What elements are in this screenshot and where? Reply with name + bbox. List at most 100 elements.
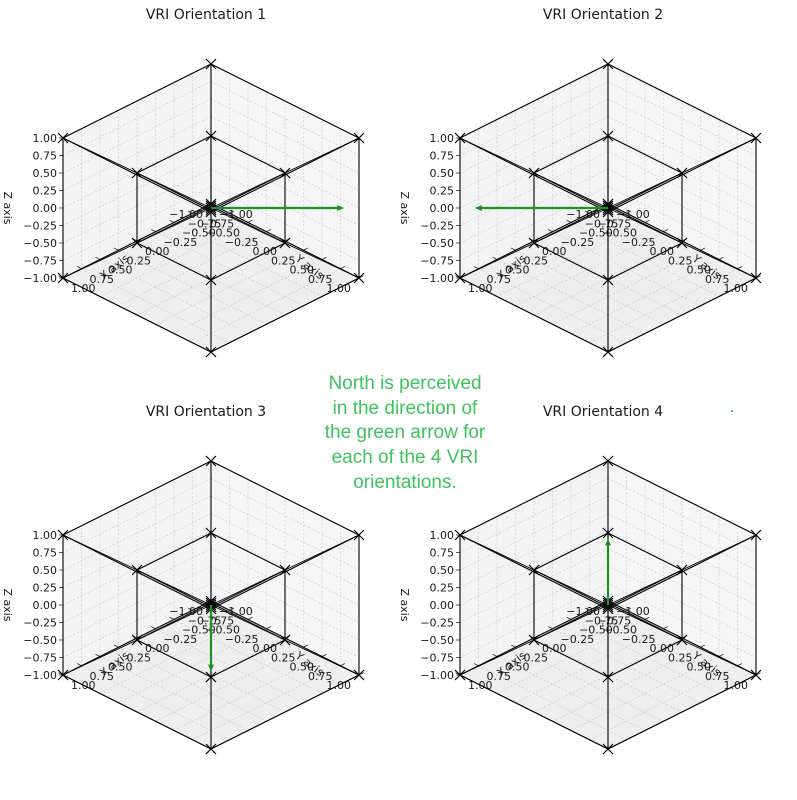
wireframe-edge (136, 532, 212, 571)
vertex-marker (528, 564, 540, 576)
x-tick-label: 0.75 (90, 670, 115, 683)
grid-line (533, 240, 683, 316)
grid-line (607, 81, 757, 156)
x-tick-mark (150, 626, 156, 630)
vertex-marker (57, 669, 69, 681)
grid-line (533, 637, 683, 713)
y-tick-mark (737, 663, 743, 667)
wireframe-edge (210, 674, 360, 750)
x-tick-mark (95, 653, 101, 657)
grid-line (459, 495, 609, 571)
grid-line (62, 98, 212, 174)
x-tick-mark (473, 663, 479, 667)
grid-line (99, 656, 249, 731)
grid-line (607, 495, 757, 571)
grid-line (173, 259, 323, 334)
panel-3: −1.00 −1.00−1.00−0.75−0.75−0.75−0.50−0.50… (1, 404, 365, 755)
y-tick-label: 0.75 (705, 273, 730, 286)
grid-line (118, 231, 267, 307)
vertex-marker (57, 529, 69, 541)
x-tick-mark (187, 210, 193, 214)
x-tick-label: −1.00 (219, 208, 253, 221)
grid-line (515, 646, 664, 722)
grid-line (81, 609, 230, 685)
grid-line (99, 619, 249, 694)
grid-line (478, 609, 627, 685)
grid-line (155, 646, 304, 722)
grid-line (552, 249, 701, 325)
vertex-marker (602, 527, 614, 539)
y-tick-label: 0.75 (308, 670, 333, 683)
north-arrow-head (208, 664, 214, 672)
vertex-marker (353, 529, 365, 541)
panel-title: VRI Orientation 3 (146, 404, 266, 420)
y-tick-label: 0.00 (253, 642, 278, 655)
y-tick-mark (266, 626, 272, 630)
grid-line (210, 583, 360, 658)
grid-line (118, 249, 267, 325)
grid-line (607, 478, 757, 553)
grid-line (459, 186, 609, 261)
x-tick-mark (492, 653, 498, 657)
y-tick-mark (340, 266, 346, 270)
grid-line (136, 637, 286, 713)
z-tick-label: −0.75 (23, 652, 57, 665)
z-tick-label: −1.00 (420, 669, 454, 682)
y-tick-label: −0.75 (188, 217, 222, 230)
grid-line (496, 619, 646, 694)
vertex-marker (602, 274, 614, 286)
annotation-line: North is perceived (328, 373, 481, 394)
vertex-marker (131, 237, 143, 249)
x-tick-label: 0.50 (108, 264, 133, 277)
grid-line (62, 530, 212, 606)
grid-line (155, 249, 304, 325)
x-tick-label: 0.25 (524, 254, 549, 267)
grid-line (570, 222, 720, 297)
grid-line (62, 565, 212, 641)
vertex-marker (205, 58, 217, 70)
x-tick-label: 0.50 (108, 661, 133, 674)
wireframe-edge (210, 135, 286, 174)
x-tick-mark (547, 626, 553, 630)
y-tick-mark (737, 266, 743, 270)
wireframe-edge (459, 460, 609, 536)
vertex-marker (205, 200, 217, 212)
grid-line (459, 81, 609, 156)
grid-line (62, 548, 212, 623)
z-tick-label: −0.25 (420, 220, 454, 233)
grid-line (459, 98, 609, 174)
y-tick-mark (626, 607, 632, 611)
z-tick-label: −0.50 (420, 237, 454, 250)
y-tick-mark (303, 644, 309, 648)
grid-line (192, 268, 341, 344)
grid-line (459, 548, 609, 623)
vertex-marker (602, 58, 614, 70)
y-tick-mark (340, 663, 346, 667)
y-tick-mark (229, 210, 235, 214)
y-tick-mark (663, 229, 669, 233)
grid-line (496, 259, 646, 334)
y-tick-mark (321, 653, 327, 657)
z-tick-label: 0.25 (33, 582, 58, 595)
grid-line (607, 98, 757, 174)
z-tick-label: −1.00 (23, 669, 57, 682)
grid-line (210, 548, 360, 623)
x-tick-label: 0.25 (127, 651, 152, 664)
x-tick-label: −0.50 (579, 624, 613, 637)
y-tick-mark (644, 616, 650, 620)
grid-line (607, 565, 757, 641)
vertex-marker (602, 346, 614, 358)
vertex-marker (528, 167, 540, 179)
z-tick-label: −1.00 (420, 272, 454, 285)
x-tick-label: 0.75 (487, 670, 512, 683)
grid-line (210, 151, 360, 226)
x-tick-label: −1.00 (616, 208, 650, 221)
grid-line (589, 212, 738, 288)
x-tick-mark (584, 210, 590, 214)
grid-line (62, 186, 212, 261)
vertex-marker (676, 564, 688, 576)
wireframe-edge (210, 63, 360, 139)
y-tick-label: 0.75 (705, 670, 730, 683)
wireframe-edge (607, 639, 683, 678)
y-tick-label: −0.25 (622, 236, 656, 249)
